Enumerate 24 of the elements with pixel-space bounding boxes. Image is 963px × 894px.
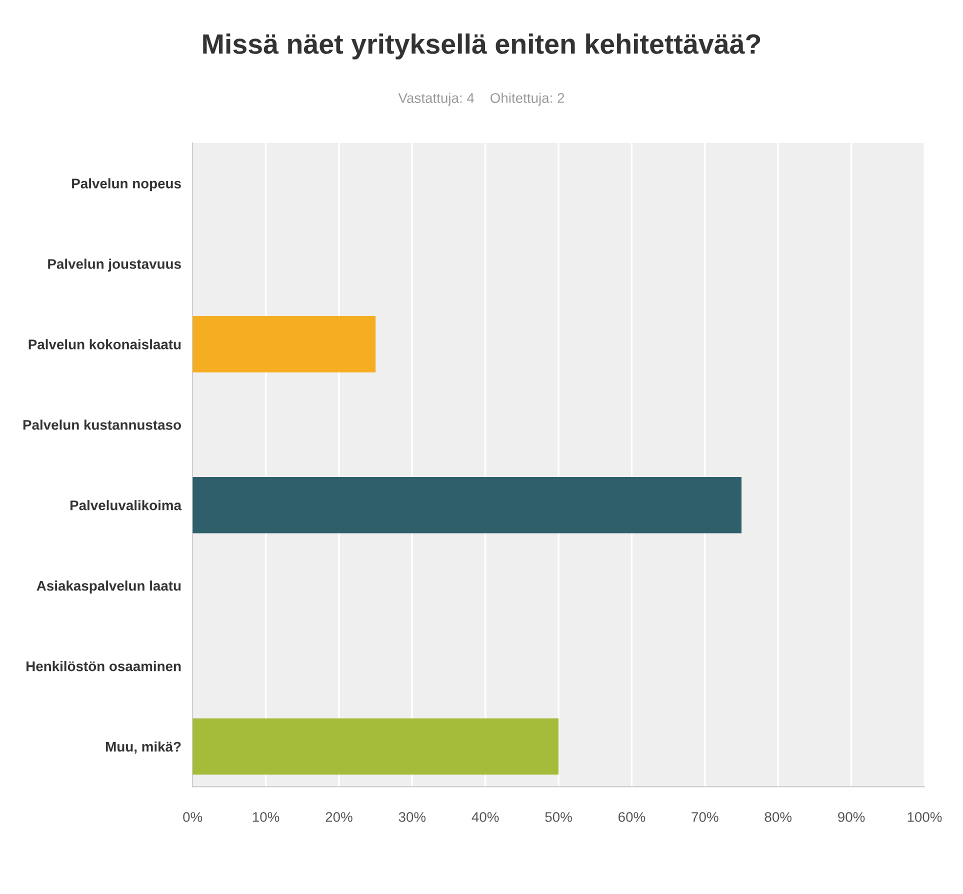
x-tick-label: 100% xyxy=(908,812,942,822)
y-tick-label: Muu, mikä? xyxy=(106,741,181,754)
x-tick-label: 0% xyxy=(183,812,202,822)
x-tick-label: 70% xyxy=(692,812,718,822)
bar xyxy=(192,718,559,775)
y-tick-label: Palveluvalikoima xyxy=(70,500,182,510)
chart-title: Missä näet yrityksellä eniten kehitettävää? xyxy=(203,34,760,60)
x-tick-label: 10% xyxy=(252,812,280,822)
y-tick-label: Palvelun kokonaislaatu xyxy=(28,339,181,350)
x-tick-label: 50% xyxy=(545,812,572,822)
x-tick-label: 20% xyxy=(326,812,352,822)
y-tick-label: Asiakaspalvelun laatu xyxy=(36,580,181,594)
chart-subtitle: Vastattuja: 4 Ohitettuja: 2 xyxy=(398,92,564,106)
x-tick-label: 60% xyxy=(618,812,646,822)
bar xyxy=(192,316,376,372)
y-tick-label: Henkilöstön osaaminen xyxy=(26,660,181,672)
bar xyxy=(192,476,742,534)
x-tick-label: 40% xyxy=(472,812,499,822)
y-tick-label: Palvelun joustavuus xyxy=(48,258,181,272)
x-tick-label: 80% xyxy=(764,812,792,822)
y-tick-label: Palvelun nopeus xyxy=(72,178,181,192)
y-tick-label: Palvelun kustannustaso xyxy=(23,420,181,430)
x-tick-label: 30% xyxy=(398,812,426,822)
x-tick-label: 90% xyxy=(838,812,865,822)
